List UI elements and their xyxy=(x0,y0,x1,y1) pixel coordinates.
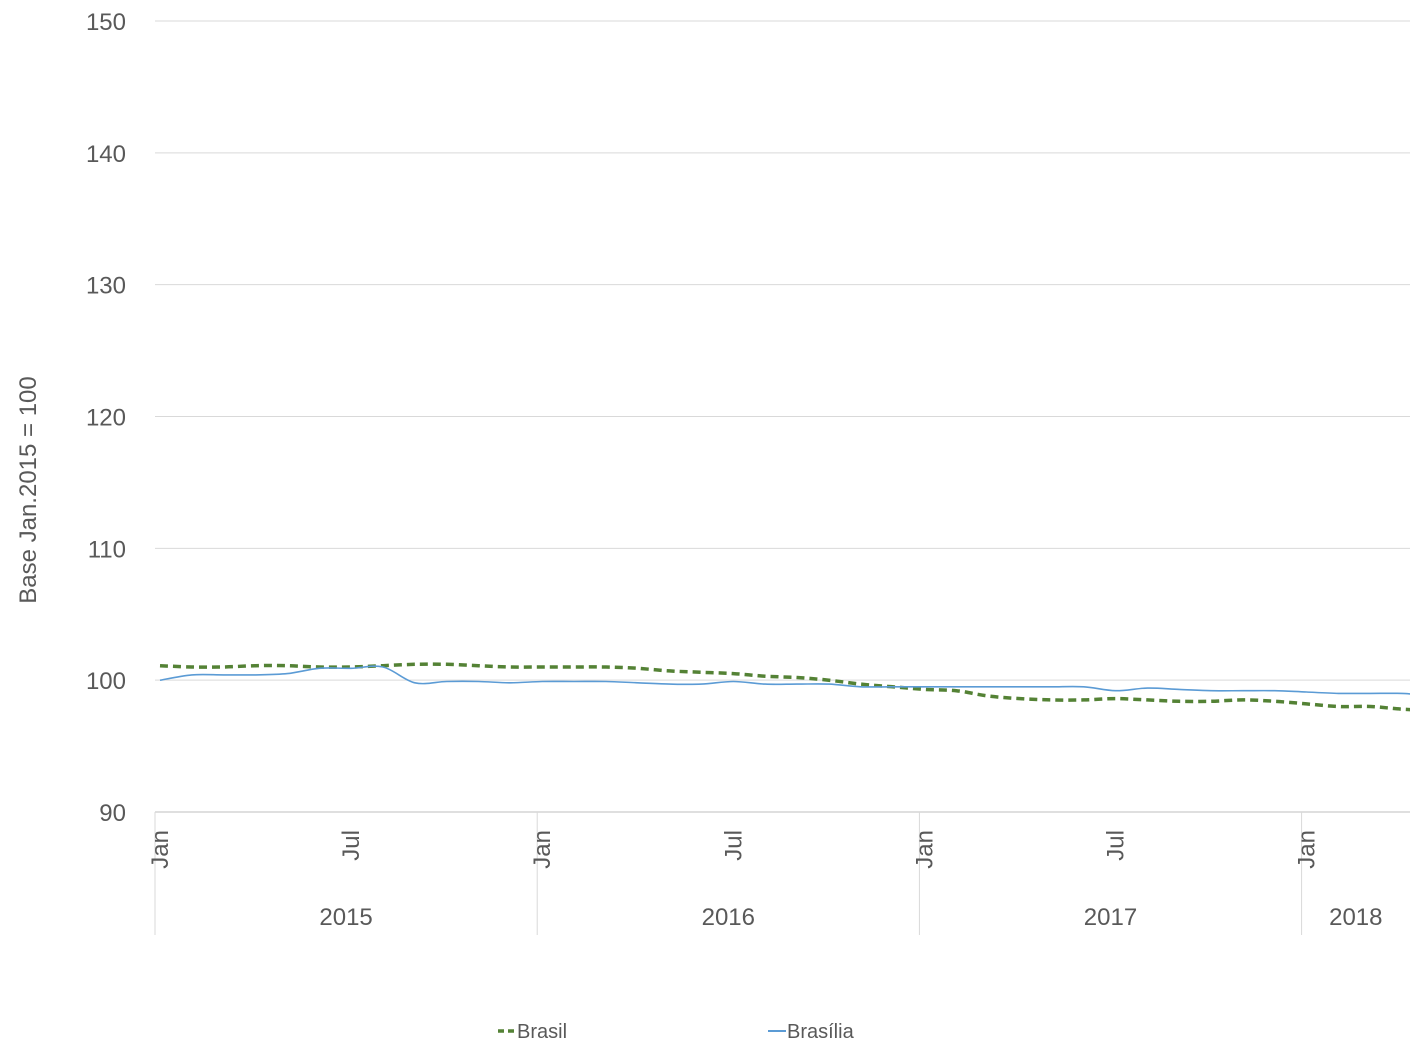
y-tick-label-150: 150 xyxy=(86,9,126,36)
legend-label-brasilia: Brasília xyxy=(787,1021,855,1043)
series-line-brasilia xyxy=(159,665,1410,695)
series-lines xyxy=(159,662,1410,712)
y-tick-label-100: 100 xyxy=(86,668,126,695)
x-month-label-jan: Jan xyxy=(1294,830,1321,869)
x-month-label-jan: Jan xyxy=(911,830,938,869)
x-axis: 2015201620172018201920202021JanJulJanJul… xyxy=(147,811,1410,935)
x-month-label-jan: Jan xyxy=(147,830,174,869)
x-month-label-jul: Jul xyxy=(1103,830,1130,861)
x-month-label-jul: Jul xyxy=(720,830,747,861)
legend-label-brasil: Brasil xyxy=(517,1021,567,1043)
y-tick-label-130: 130 xyxy=(86,273,126,300)
legend: Brasil Brasília xyxy=(498,1021,855,1043)
x-year-label-2018: 2018 xyxy=(1329,904,1382,931)
x-year-label-2017: 2017 xyxy=(1084,904,1137,931)
y-tick-label-120: 120 xyxy=(86,405,126,432)
x-month-label-jul: Jul xyxy=(338,830,365,861)
series-line-brasil xyxy=(159,662,1410,712)
gridlines xyxy=(155,20,1410,681)
y-tick-label-110: 110 xyxy=(88,536,126,563)
x-year-label-2015: 2015 xyxy=(319,904,372,931)
y-axis-tick-labels: 90 100 110 120 130 140 150 xyxy=(86,9,126,827)
y-tick-label-140: 140 xyxy=(86,141,126,168)
x-month-label-jan: Jan xyxy=(529,830,556,869)
y-axis-title: Base Jan.2015 = 100 xyxy=(15,376,42,604)
y-tick-label-90: 90 xyxy=(99,800,126,827)
x-year-label-2016: 2016 xyxy=(702,904,755,931)
